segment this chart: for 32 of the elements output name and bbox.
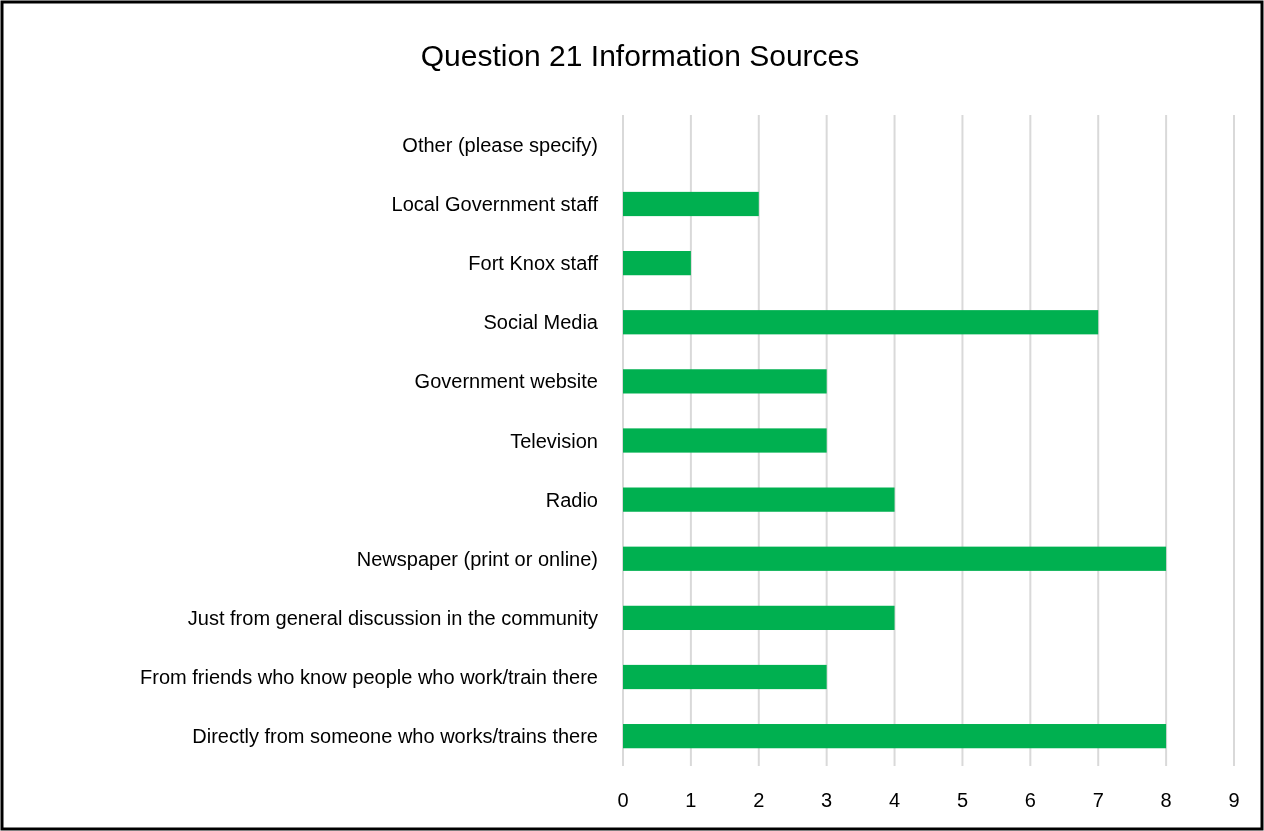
x-tick-label: 6 — [1024, 789, 1036, 811]
y-tick-label: Television — [510, 429, 598, 452]
x-tick-label: 9 — [1228, 789, 1240, 811]
y-tick-label: Radio — [545, 488, 598, 511]
bar — [623, 487, 895, 512]
x-tick-label: 4 — [888, 789, 901, 811]
bar — [623, 546, 1167, 571]
chart-title: Question 21 Information Sources — [420, 39, 860, 72]
x-tick-label: 5 — [956, 789, 969, 811]
x-tick-label: 3 — [821, 789, 833, 811]
y-tick-label: Local Government staff — [391, 192, 599, 215]
bar — [623, 664, 827, 690]
bar — [623, 369, 827, 394]
y-tick-label: Fort Knox staff — [468, 252, 599, 275]
bar — [623, 428, 827, 453]
bar — [623, 605, 895, 631]
bar — [623, 310, 1099, 335]
x-tick-label: 7 — [1092, 789, 1104, 811]
y-tick-label: Directly from someone who works/trains there — [192, 725, 598, 748]
x-tick-label: 8 — [1160, 789, 1172, 811]
x-tick-label: 0 — [617, 789, 629, 811]
bar — [623, 251, 691, 276]
y-tick-label: From friends who know people who work/train there — [140, 666, 598, 689]
y-tick-label: Just from general discussion in the community — [187, 606, 598, 629]
y-tick-label: Social Media — [483, 311, 599, 334]
y-tick-label: Other (please specify) — [402, 133, 598, 156]
bar — [623, 191, 759, 217]
y-tick-label: Government website — [414, 370, 598, 393]
x-tick-label: 1 — [685, 789, 697, 811]
y-tick-label: Newspaper (print or online) — [356, 547, 598, 570]
x-tick-label: 2 — [753, 789, 765, 811]
bar — [623, 724, 1167, 749]
